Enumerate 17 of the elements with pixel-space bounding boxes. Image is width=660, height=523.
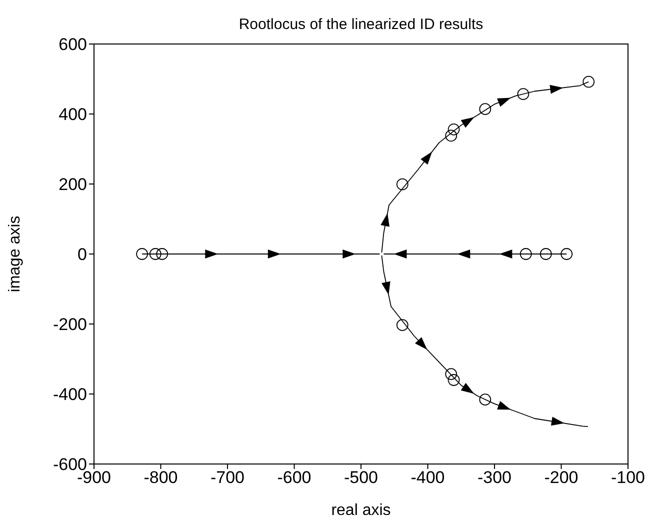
- y-tick-label: 0: [78, 245, 87, 264]
- y-tick-label: -200: [52, 315, 87, 334]
- chart-title: Rootlocus of the linearized ID results: [238, 16, 484, 33]
- x-tick-label: -800: [144, 468, 178, 488]
- y-tick-label: -400: [52, 385, 87, 404]
- x-tick-label: -700: [210, 468, 245, 488]
- x-tick-label: -300: [477, 468, 512, 488]
- y-tick-label: 400: [58, 105, 87, 124]
- y-axis-title: image axis: [6, 216, 24, 292]
- x-tick-label: -200: [544, 468, 578, 488]
- y-tick-label: 600: [58, 35, 87, 54]
- y-tick-label: 200: [58, 175, 87, 194]
- x-tick-label: -400: [410, 468, 445, 488]
- x-tick-label: -100: [610, 468, 646, 488]
- x-tick-label: -600: [277, 468, 312, 488]
- x-axis-title: real axis: [331, 502, 391, 519]
- x-tick-label: -500: [344, 468, 378, 488]
